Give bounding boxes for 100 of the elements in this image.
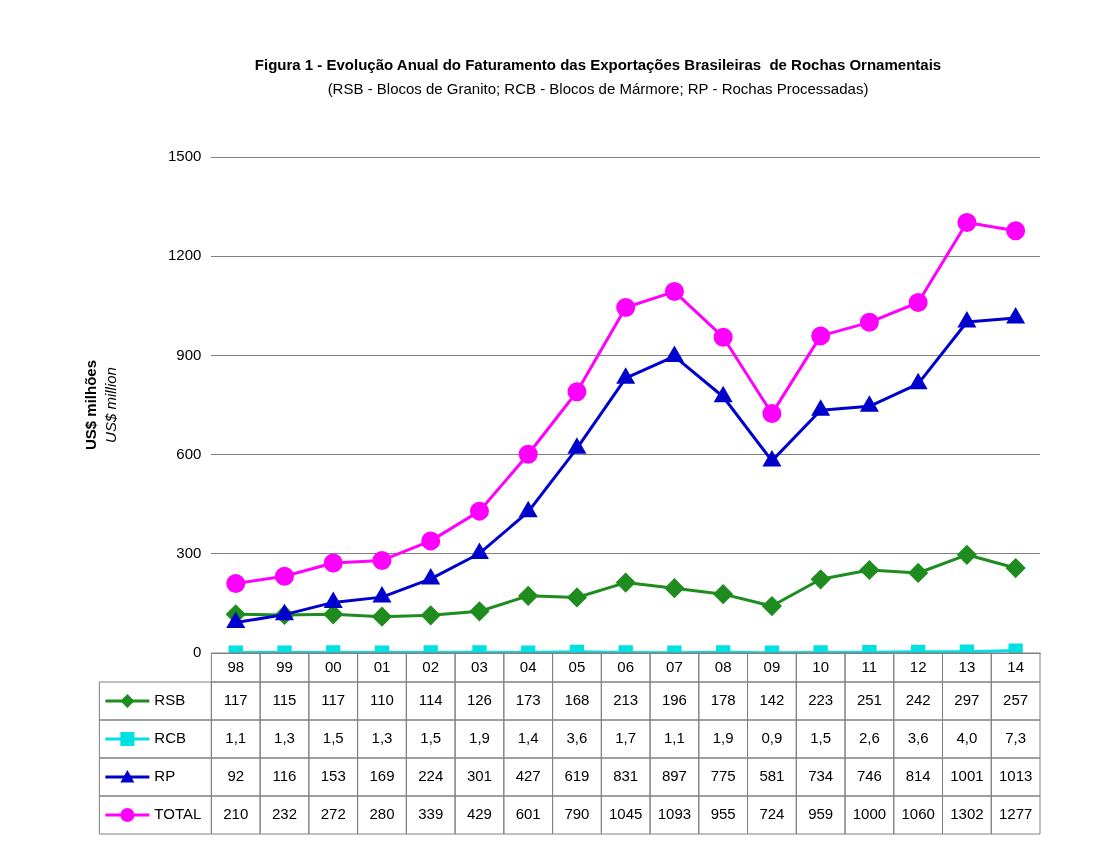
data-label: 117 [321, 691, 346, 709]
y-tick-label: 600 [176, 444, 202, 462]
point [811, 326, 831, 346]
x-tick-label: 11 [861, 657, 878, 675]
point [908, 563, 928, 583]
data-label: 117 [223, 691, 248, 709]
point [568, 438, 586, 454]
point [518, 444, 538, 464]
point [616, 297, 636, 317]
data-label: 1,1 [664, 729, 685, 747]
point [373, 587, 391, 603]
y-tick-label: 1500 [167, 147, 202, 165]
data-label: 196 [661, 691, 687, 709]
data-label: 3,6 [907, 729, 929, 747]
data-label: 280 [369, 805, 395, 823]
point [372, 550, 392, 570]
data-label: 734 [808, 767, 834, 785]
data-label: 429 [466, 805, 492, 823]
point [1006, 221, 1026, 241]
x-tick-label: 03 [471, 657, 488, 675]
data-label: 831 [613, 767, 639, 785]
point [714, 387, 732, 403]
data-label: 210 [223, 805, 249, 823]
data-label: 724 [759, 805, 785, 823]
data-label: 92 [227, 767, 245, 785]
data-label: 178 [710, 691, 736, 709]
data-label: 169 [369, 767, 395, 785]
data-label: 339 [418, 805, 444, 823]
y-tick-label: 1200 [167, 246, 202, 264]
data-label: 110 [370, 691, 394, 709]
x-tick-label: 04 [519, 657, 537, 675]
x-tick-label: 10 [812, 657, 829, 675]
data-label: 1,9 [469, 729, 490, 747]
point [957, 212, 977, 232]
legend-label: RP [154, 767, 176, 785]
data-label: 297 [954, 691, 980, 709]
y-tick-label: 300 [176, 543, 202, 561]
data-label: 1,5 [810, 729, 832, 747]
data-label: 814 [905, 767, 931, 785]
data-label: 1,7 [615, 729, 637, 747]
point [812, 400, 830, 416]
data-label: 959 [808, 805, 834, 823]
point [762, 404, 782, 424]
data-label: 1093 [657, 805, 692, 823]
x-tick-label: 05 [568, 657, 586, 675]
x-tick-label: 07 [666, 657, 683, 675]
point [908, 292, 928, 312]
x-tick-label: 99 [276, 657, 293, 675]
data-label: 142 [759, 691, 785, 709]
data-label: 7,3 [1005, 729, 1027, 747]
data-label: 1302 [950, 805, 984, 823]
point [1007, 308, 1025, 324]
point [811, 569, 831, 589]
data-label: 116 [272, 767, 297, 785]
data-label: 1060 [901, 805, 935, 823]
data-label: 224 [418, 767, 444, 785]
point [713, 584, 733, 604]
x-tick-label: 14 [1007, 657, 1024, 675]
point [666, 346, 683, 362]
point [324, 592, 342, 608]
data-label: 242 [905, 691, 931, 709]
x-tick-label: 12 [909, 657, 927, 675]
point [471, 543, 488, 559]
x-tick-label: 98 [227, 657, 245, 675]
data-label: 790 [564, 805, 590, 823]
data-label: 257 [1003, 691, 1029, 709]
legend-label: TOTAL [154, 805, 202, 823]
data-label: 153 [320, 767, 346, 785]
data-label: 0,9 [761, 729, 783, 747]
data-label: 301 [466, 767, 492, 785]
point [664, 578, 684, 598]
point [567, 382, 587, 402]
point [958, 312, 976, 328]
data-label: 1013 [998, 767, 1033, 785]
chart-title: Figura 1 - Evolução Anual do Faturamento das Exportações Brasileiras de Rochas Ornamentais [254, 56, 942, 74]
data-label: 955 [710, 805, 736, 823]
data-label: 173 [515, 691, 541, 709]
data-label: 223 [808, 691, 834, 709]
data-label: 115 [272, 691, 297, 709]
data-label: 1,4 [517, 729, 539, 747]
point [421, 531, 441, 551]
data-label: 1277 [998, 805, 1033, 823]
point [227, 613, 245, 629]
point [909, 374, 927, 390]
point [422, 569, 440, 585]
legend-label: RCB [154, 729, 187, 747]
point [469, 601, 489, 621]
data-label: 1,3 [371, 729, 393, 747]
point [567, 587, 587, 607]
data-label: 1000 [852, 805, 887, 823]
point [617, 368, 635, 384]
data-label: 1,3 [274, 729, 295, 747]
data-label: 1,5 [420, 729, 442, 747]
data-label: 775 [710, 767, 736, 785]
data-label: 114 [418, 691, 443, 709]
point [274, 566, 294, 586]
x-tick-label: 01 [373, 657, 391, 675]
data-label: 4,0 [956, 729, 978, 747]
x-tick-label: 02 [422, 657, 440, 675]
data-label: 427 [515, 767, 541, 785]
